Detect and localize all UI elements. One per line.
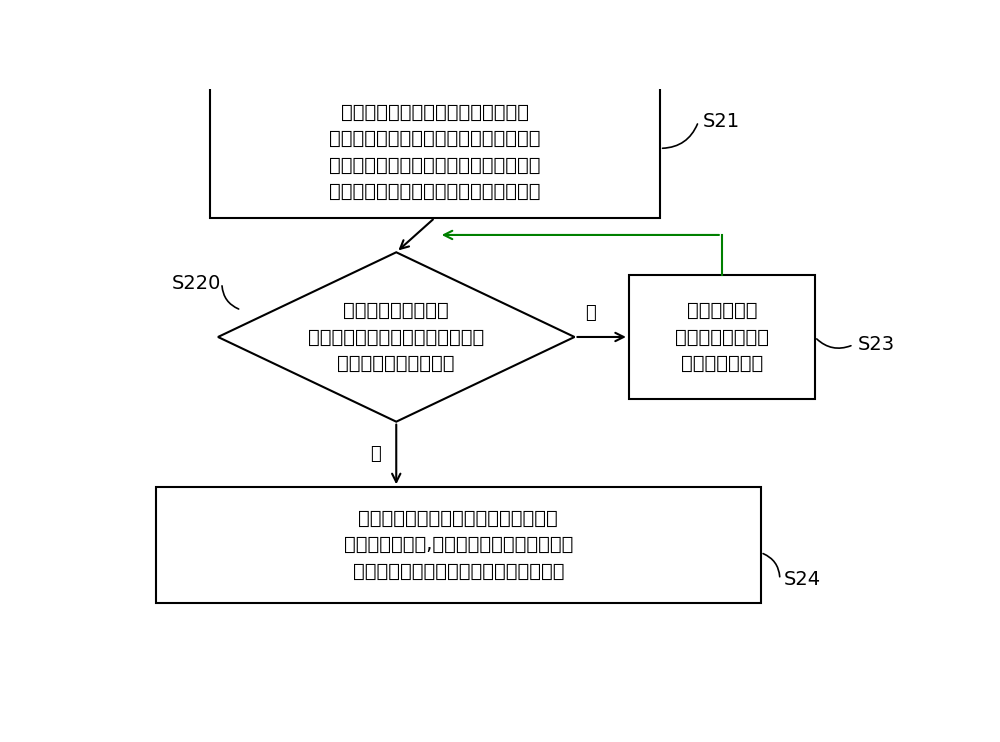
Text: 否: 否	[370, 445, 381, 464]
FancyBboxPatch shape	[629, 275, 815, 398]
Text: 检测所述另外两相定
子绕组中任一项的工作电流值在第
一预设时间内是否变化: 检测所述另外两相定 子绕组中任一项的工作电流值在第 一预设时间内是否变化	[308, 301, 484, 373]
Text: 是: 是	[585, 303, 595, 321]
Text: 获取当前所述另外两相定子绕组中任一
项的工作电流值,当前所述另外两相定子绕组
中任一项的工作电流值为所述稳态电流值: 获取当前所述另外两相定子绕组中任一 项的工作电流值,当前所述另外两相定子绕组 中…	[344, 509, 573, 581]
Text: S24: S24	[784, 570, 821, 589]
Polygon shape	[218, 252, 574, 421]
Text: S21: S21	[702, 112, 740, 131]
FancyBboxPatch shape	[156, 487, 761, 603]
Text: S23: S23	[857, 335, 895, 354]
Text: S220: S220	[172, 274, 221, 292]
Text: 将所述第一脉
冲信号的当前周期
调整为第二周期: 将所述第一脉 冲信号的当前周期 调整为第二周期	[675, 301, 769, 373]
Text: 输出预设周期的第一脉冲信号，控制
所述三相定子绕组中任意一相定子绕组的
上桥臂开关导通，并控制所述三相定子绕
组中另外两相定子绕组的下桥臂开关导通: 输出预设周期的第一脉冲信号，控制 所述三相定子绕组中任意一相定子绕组的 上桥臂开…	[329, 103, 541, 201]
FancyBboxPatch shape	[210, 87, 660, 217]
